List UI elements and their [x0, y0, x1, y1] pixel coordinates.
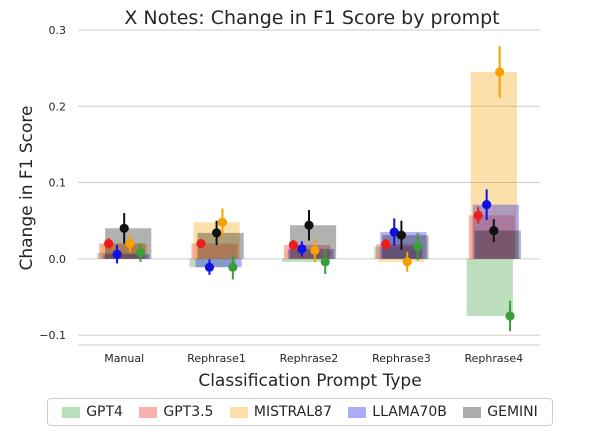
legend-item-gpt3.5: GPT3.5 — [139, 404, 213, 420]
point-gpt3.5-rephrase4 — [473, 210, 483, 220]
point-mistral87-rephrase1 — [217, 217, 228, 227]
legend-swatch — [463, 406, 482, 418]
bar-mistral87-rephrase3 — [378, 258, 425, 262]
point-gpt3.5-rephrase2 — [288, 240, 298, 250]
point-llama70b-rephrase1 — [204, 262, 215, 272]
legend-swatch — [139, 406, 158, 418]
bar-gemini-rephrase1 — [197, 232, 244, 259]
x-tick-label: Rephrase3 — [372, 352, 431, 365]
point-gpt4-manual — [135, 248, 146, 258]
bar-gemini-rephrase4 — [474, 230, 521, 259]
bar-gpt4-rephrase1 — [189, 258, 236, 268]
y-tick-label: 0.0 — [49, 253, 67, 266]
point-gpt3.5-rephrase1 — [196, 238, 206, 249]
point-llama70b-manual — [112, 249, 122, 259]
chart-title: X Notes: Change in F1 Score by prompt — [124, 7, 499, 29]
legend-item-gpt4: GPT4 — [62, 404, 123, 420]
point-llama70b-rephrase3 — [389, 227, 399, 237]
point-llama70b-rephrase2 — [297, 244, 307, 254]
legend-swatch — [62, 406, 81, 418]
legend-label: GEMINI — [487, 404, 538, 420]
point-gemini-rephrase4 — [489, 225, 499, 236]
legend-item-mistral87: MISTRAL87 — [229, 404, 332, 420]
y-tick-label: 0.2 — [49, 100, 67, 113]
x-tick-label: Manual — [104, 352, 144, 365]
point-gpt4-rephrase4 — [505, 311, 515, 321]
point-mistral87-rephrase4 — [495, 67, 505, 77]
point-gemini-rephrase2 — [304, 220, 314, 230]
tick-layer: −0.1 0.0 0.1 0.2 0.3 Manual Rephrase1 Rephrase2… — [39, 24, 523, 365]
bar-mistral87-rephrase2 — [285, 250, 333, 259]
legend: GPT4 GPT3.5 MISTRAL87 LLAMA70B GEMINI — [47, 398, 553, 426]
x-tick-label: Rephrase1 — [187, 352, 246, 365]
y-axis-label: Change in F1 Score — [17, 105, 37, 270]
bar-gpt4-rephrase4 — [466, 258, 513, 317]
point-gpt4-rephrase3 — [413, 242, 423, 252]
point-gpt4-rephrase2 — [320, 257, 330, 267]
y-tick-label: 0.1 — [49, 177, 67, 190]
legend-swatch — [229, 406, 248, 418]
legend-label: LLAMA70B — [372, 404, 447, 420]
y-tick-label: 0.3 — [49, 24, 67, 37]
legend-label: GPT4 — [86, 404, 123, 420]
legend-label: MISTRAL87 — [253, 404, 332, 420]
bar-gpt3.5-rephrase4 — [468, 215, 515, 259]
y-tick-label: −0.1 — [39, 329, 66, 342]
bar-llama70b-manual — [103, 254, 150, 259]
bar-gpt4-rephrase2 — [281, 258, 329, 262]
point-mistral87-rephrase3 — [402, 257, 412, 267]
point-gpt3.5-rephrase3 — [381, 239, 391, 249]
legend-swatch — [348, 406, 367, 418]
x-tick-label: Rephrase4 — [464, 352, 523, 365]
point-gemini-rephrase3 — [396, 230, 406, 240]
errorbar-layer — [104, 46, 515, 332]
x-tick-label: Rephrase2 — [280, 352, 339, 365]
legend-item-llama70b: LLAMA70B — [348, 404, 447, 420]
point-gemini-manual — [119, 223, 129, 233]
bar-llama70b-rephrase2 — [287, 248, 335, 259]
point-mistral87-rephrase2 — [310, 245, 320, 256]
bar-llama70b-rephrase1 — [195, 258, 242, 268]
bar-layer — [97, 71, 521, 317]
grid-layer — [78, 29, 540, 346]
point-gpt3.5-manual — [104, 238, 114, 249]
legend-item-gemini: GEMINI — [463, 404, 538, 420]
x-axis-label: Classification Prompt Type — [198, 371, 421, 391]
legend-label: GPT3.5 — [163, 404, 214, 420]
point-gpt4-rephrase1 — [228, 262, 238, 272]
point-gemini-rephrase1 — [212, 228, 222, 238]
point-llama70b-rephrase4 — [482, 200, 492, 210]
point-mistral87-manual — [125, 238, 135, 249]
